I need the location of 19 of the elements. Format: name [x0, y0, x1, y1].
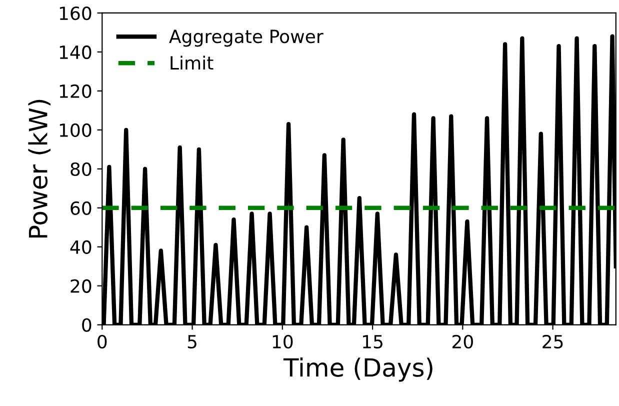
y-tick-label: 140: [60, 45, 92, 60]
y-tick-label: 80: [70, 162, 92, 176]
y-tick-label: 20: [70, 279, 92, 293]
y-tick-label: 40: [70, 240, 92, 254]
x-tick-label: 25: [542, 334, 563, 348]
legend-label: Limit: [170, 56, 214, 70]
y-tick-label: 100: [60, 123, 92, 138]
x-tick-label: 5: [188, 335, 196, 348]
y-tick-label: 120: [60, 84, 92, 98]
x-tick-label: 15: [363, 335, 382, 348]
x-tick-label: 20: [452, 334, 473, 348]
y-tick-label: 0: [82, 318, 92, 332]
legend-label: Aggregate Power: [169, 30, 324, 47]
y-tick-label: 160: [60, 6, 92, 20]
x-tick-label: 10: [272, 334, 293, 348]
x-axis-title: Time (Days): [283, 358, 432, 382]
y-axis-title: Power (kW): [28, 100, 50, 238]
x-tick-label: 0: [98, 334, 107, 348]
y-tick-label: 60: [70, 201, 92, 215]
